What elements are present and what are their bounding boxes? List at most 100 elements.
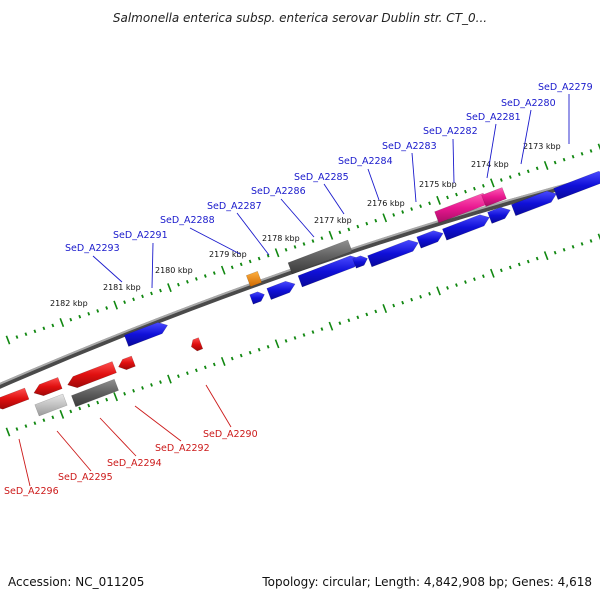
reverse-tick (401, 300, 405, 305)
forward-gene[interactable] (487, 207, 511, 224)
reverse-tick (365, 312, 369, 317)
tick-label: 2181 kbp (103, 283, 141, 292)
forward-gene[interactable] (367, 239, 419, 268)
reverse-tick (266, 344, 270, 349)
forward-tick (543, 160, 549, 170)
reverse-tick (141, 386, 144, 390)
forward-tick (230, 265, 234, 270)
light-gene[interactable] (34, 393, 68, 417)
reverse-tick (284, 339, 288, 343)
reverse-gene[interactable] (0, 387, 30, 410)
reverse-tick (597, 233, 600, 241)
forward-gene-label[interactable]: SeD_A2279 (538, 82, 593, 93)
reverse-gene-label[interactable]: SeD_A2295 (58, 472, 113, 483)
reverse-gene[interactable] (33, 377, 63, 396)
forward-gene[interactable] (352, 255, 368, 269)
forward-tick (499, 178, 503, 182)
pseudo-gene[interactable] (287, 239, 353, 275)
reverse-tick (392, 303, 396, 308)
reverse-tick (185, 371, 189, 376)
reverse-gene[interactable] (191, 337, 204, 352)
reverse-tick (320, 327, 324, 331)
reverse-tick (543, 251, 549, 261)
forward-gene-label[interactable]: SeD_A2285 (294, 172, 349, 183)
forward-gene-label[interactable]: SeD_A2288 (160, 215, 215, 226)
tick-label: 2174 kbp (471, 160, 509, 169)
reverse-tick (571, 245, 575, 249)
forward-tick (266, 253, 270, 258)
forward-tick (159, 288, 162, 293)
forward-tick (87, 312, 91, 316)
reverse-leader-line (205, 384, 232, 428)
reverse-tick (338, 321, 342, 326)
reverse-tick (33, 421, 37, 425)
reverse-gene-label[interactable]: SeD_A2294 (107, 458, 162, 469)
reverse-tick (132, 389, 135, 393)
orange-gene[interactable] (245, 270, 263, 288)
genome-summary-text: Topology: circular; Length: 4,842,908 bp… (261, 575, 592, 589)
forward-gene[interactable] (442, 214, 490, 241)
forward-gene-label[interactable]: SeD_A2284 (338, 156, 393, 167)
forward-gene-label[interactable]: SeD_A2282 (423, 126, 478, 137)
forward-gene[interactable] (416, 230, 444, 249)
forward-gene[interactable] (266, 281, 296, 300)
tick-label: 2175 kbp (419, 180, 457, 189)
forward-gene[interactable] (553, 171, 600, 200)
reverse-tick (24, 424, 28, 428)
forward-gene-label[interactable]: SeD_A2293 (65, 243, 120, 254)
reverse-tick (257, 347, 261, 352)
forward-gene[interactable] (123, 322, 168, 347)
forward-gene-label[interactable]: SeD_A2283 (382, 141, 437, 152)
reverse-gene[interactable] (118, 355, 136, 370)
highlighted-gene[interactable] (481, 187, 507, 207)
forward-gene-label[interactable]: SeD_A2286 (251, 186, 306, 197)
reverse-gene-label[interactable]: SeD_A2290 (203, 429, 258, 440)
reverse-tick (580, 242, 584, 246)
reverse-tick (535, 256, 539, 261)
reverse-tick (428, 292, 431, 296)
forward-tick (24, 332, 28, 336)
reverse-tick (464, 280, 467, 284)
reverse-tick (150, 383, 153, 387)
reverse-tick (239, 353, 243, 358)
forward-tick (123, 300, 127, 304)
reverse-tick (220, 356, 226, 366)
forward-tick (311, 239, 315, 243)
forward-leader-line (486, 123, 497, 179)
forward-tick (473, 186, 476, 191)
pseudo-gene[interactable] (71, 378, 119, 408)
forward-gene-label[interactable]: SeD_A2280 (501, 98, 556, 109)
reverse-tick (490, 268, 495, 278)
forward-gene-label[interactable]: SeD_A2287 (207, 201, 262, 212)
forward-tick (347, 227, 351, 232)
forward-tick (356, 224, 360, 229)
forward-tick (257, 256, 261, 261)
forward-leader-line (92, 255, 123, 283)
reverse-gene[interactable] (67, 361, 117, 388)
reverse-tick (159, 380, 162, 384)
forward-gene-label[interactable]: SeD_A2281 (466, 112, 521, 123)
reverse-tick (481, 274, 485, 279)
reverse-gene-label[interactable]: SeD_A2296 (4, 486, 59, 497)
forward-tick (194, 277, 198, 281)
forward-tick (320, 236, 324, 240)
accession-text: Accession: NC_011205 (8, 575, 144, 589)
forward-tick (59, 318, 65, 328)
reverse-tick (123, 391, 127, 396)
backbone-shadow (0, 174, 600, 389)
reverse-gene-label[interactable]: SeD_A2292 (155, 443, 210, 454)
reverse-tick (328, 321, 334, 331)
forward-tick (508, 175, 512, 179)
forward-tick (167, 283, 172, 293)
forward-leader-line (280, 198, 315, 238)
reverse-tick (508, 265, 512, 270)
forward-gene[interactable] (249, 291, 265, 305)
forward-tick (51, 323, 55, 328)
forward-tick (374, 218, 378, 223)
forward-gene-label[interactable]: SeD_A2291 (113, 230, 168, 241)
forward-tick (401, 210, 405, 214)
forward-tick (392, 213, 396, 217)
forward-gene[interactable] (511, 190, 557, 217)
reverse-tick (446, 286, 449, 290)
forward-tick (220, 265, 226, 275)
